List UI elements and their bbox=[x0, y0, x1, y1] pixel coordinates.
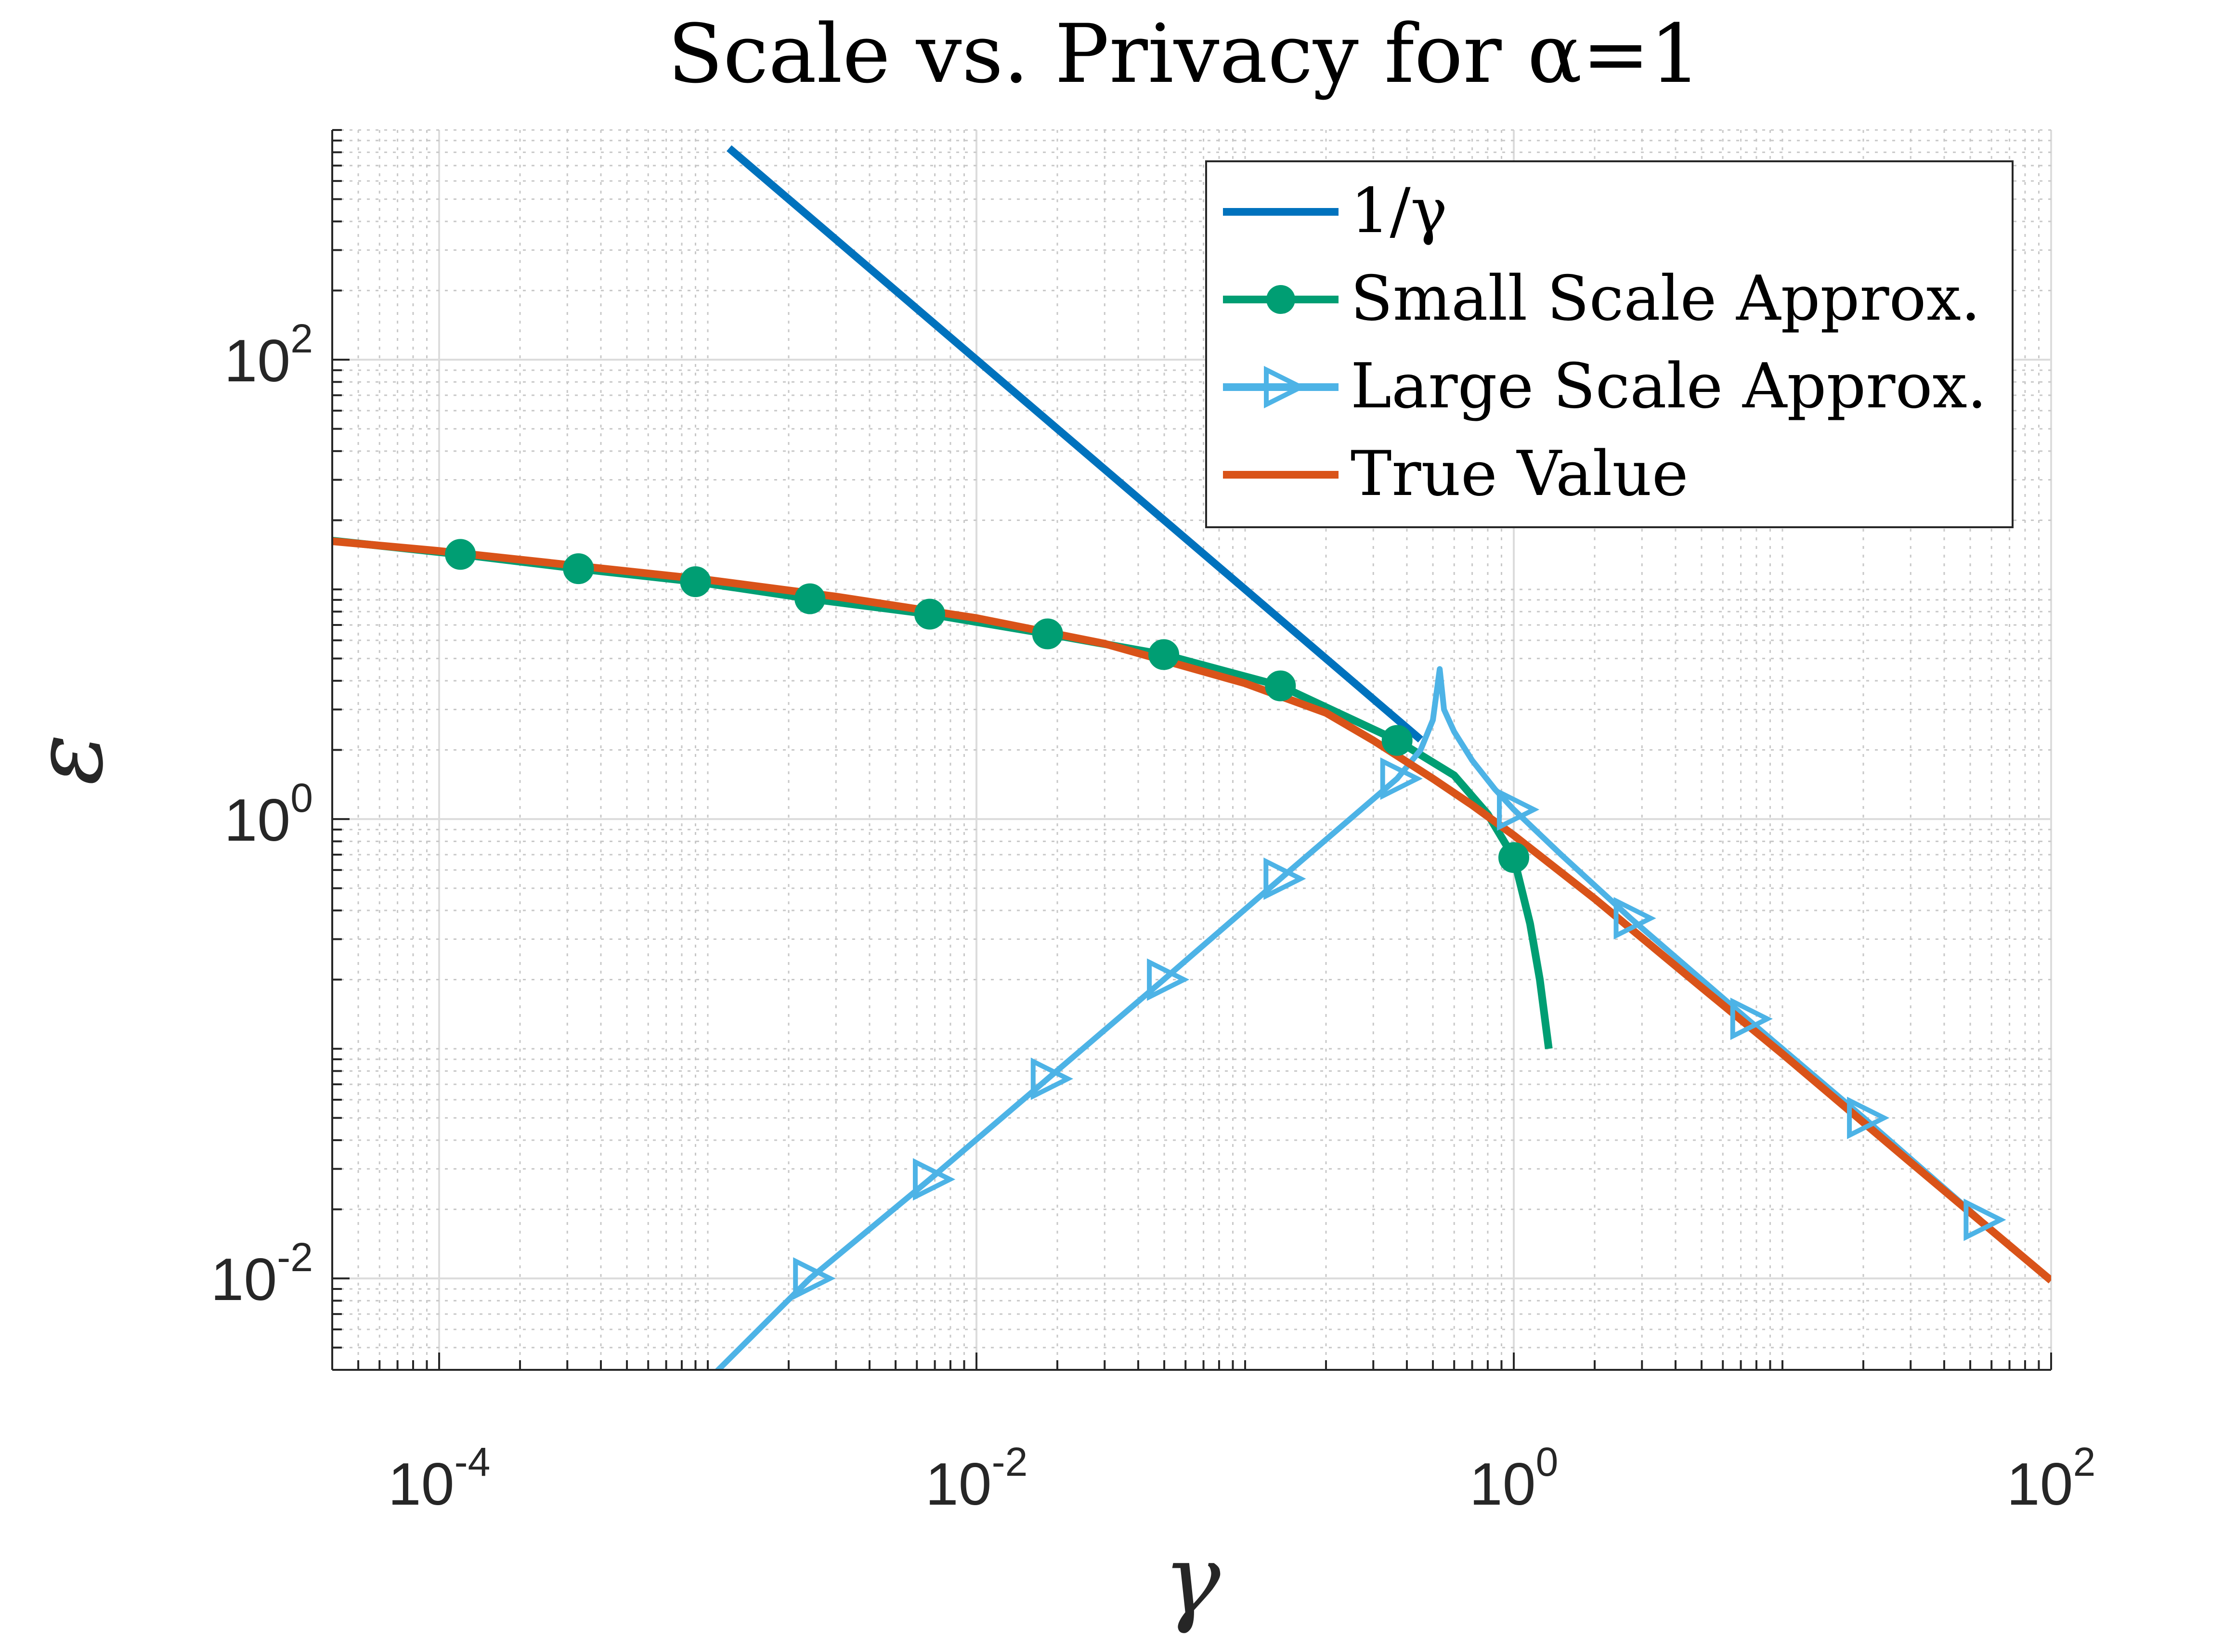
series-marker-triangle-2 bbox=[1730, 997, 1773, 1041]
y-tick-label-exponent: 2 bbox=[290, 316, 313, 361]
x-tick-label-base: 10 bbox=[1469, 1451, 1536, 1518]
legend-marker-triangle bbox=[1264, 365, 1307, 409]
y-tick-label-exponent: -2 bbox=[277, 1235, 313, 1280]
series-marker-circle-1 bbox=[794, 583, 826, 614]
series-marker-triangle-2 bbox=[1847, 1096, 1890, 1139]
series-marker-circle-1 bbox=[1498, 842, 1530, 873]
x-tick-label-base: 10 bbox=[2007, 1451, 2073, 1518]
series-marker-circle-1 bbox=[1148, 639, 1180, 670]
y-tick-label-base: 10 bbox=[210, 1247, 277, 1313]
series-marker-triangle-2 bbox=[1380, 757, 1423, 800]
series-marker-circle-1 bbox=[1032, 618, 1063, 650]
series-group bbox=[332, 145, 2051, 1370]
x-tick-label-exponent: 2 bbox=[2073, 1439, 2096, 1484]
series-marker-circle-1 bbox=[1265, 670, 1296, 702]
x-axis-label: γ bbox=[1163, 1524, 1221, 1636]
legend-label-3: True Value bbox=[1351, 438, 1689, 510]
series-marker-triangle-2 bbox=[1147, 958, 1190, 1001]
y-tick-label-base: 10 bbox=[224, 787, 290, 854]
x-tick-label: 10-4 bbox=[388, 1439, 491, 1518]
chart-title: Scale vs. Privacy for α=1 bbox=[668, 7, 1702, 101]
legend-label-0: 1/γ bbox=[1351, 175, 1447, 247]
y-tick-label-exponent: 0 bbox=[290, 775, 313, 820]
y-tick-label: 10-2 bbox=[210, 1235, 313, 1313]
series-marker-circle-1 bbox=[1381, 725, 1413, 756]
series-marker-circle-1 bbox=[563, 553, 594, 585]
x-tick-label-base: 10 bbox=[388, 1451, 455, 1518]
series-marker-triangle-2 bbox=[793, 1257, 836, 1300]
series-line-2 bbox=[714, 666, 1983, 1370]
series-marker-circle-1 bbox=[914, 598, 945, 630]
x-tick-label: 10-2 bbox=[925, 1439, 1028, 1518]
series-marker-triangle-2 bbox=[1497, 788, 1540, 831]
x-tick-label-exponent: 0 bbox=[1536, 1439, 1559, 1484]
y-tick-label-base: 10 bbox=[224, 328, 290, 394]
series-line-0 bbox=[727, 145, 1423, 742]
series-marker-triangle-2 bbox=[1263, 857, 1306, 900]
x-tick-label: 102 bbox=[2007, 1439, 2096, 1518]
series-marker-triangle-2 bbox=[912, 1158, 956, 1201]
legend-label-1: Small Scale Approx. bbox=[1351, 263, 1980, 335]
series-marker-triangle-2 bbox=[1963, 1198, 2006, 1241]
series-marker-circle-1 bbox=[445, 539, 476, 570]
legend-box bbox=[1205, 160, 2014, 528]
series-marker-triangle-2 bbox=[1613, 897, 1656, 940]
x-tick-label-exponent: -4 bbox=[455, 1439, 491, 1484]
legend-label-2: Large Scale Approx. bbox=[1351, 351, 1987, 422]
series-marker-circle-1 bbox=[680, 566, 711, 598]
legend-marker-circle bbox=[1266, 285, 1295, 314]
series-marker-triangle-2 bbox=[1030, 1057, 1073, 1100]
y-tick-label: 100 bbox=[224, 775, 313, 854]
x-tick-label: 100 bbox=[1469, 1439, 1559, 1518]
y-tick-label: 102 bbox=[224, 316, 313, 394]
ticks bbox=[331, 129, 2052, 1371]
x-tick-label-base: 10 bbox=[925, 1451, 992, 1518]
x-tick-label-exponent: -2 bbox=[992, 1439, 1028, 1484]
legend: 1/γ Small Scale Approx. Large Scale Approx… bbox=[1205, 160, 2014, 528]
y-axis-label: ε bbox=[12, 734, 124, 785]
